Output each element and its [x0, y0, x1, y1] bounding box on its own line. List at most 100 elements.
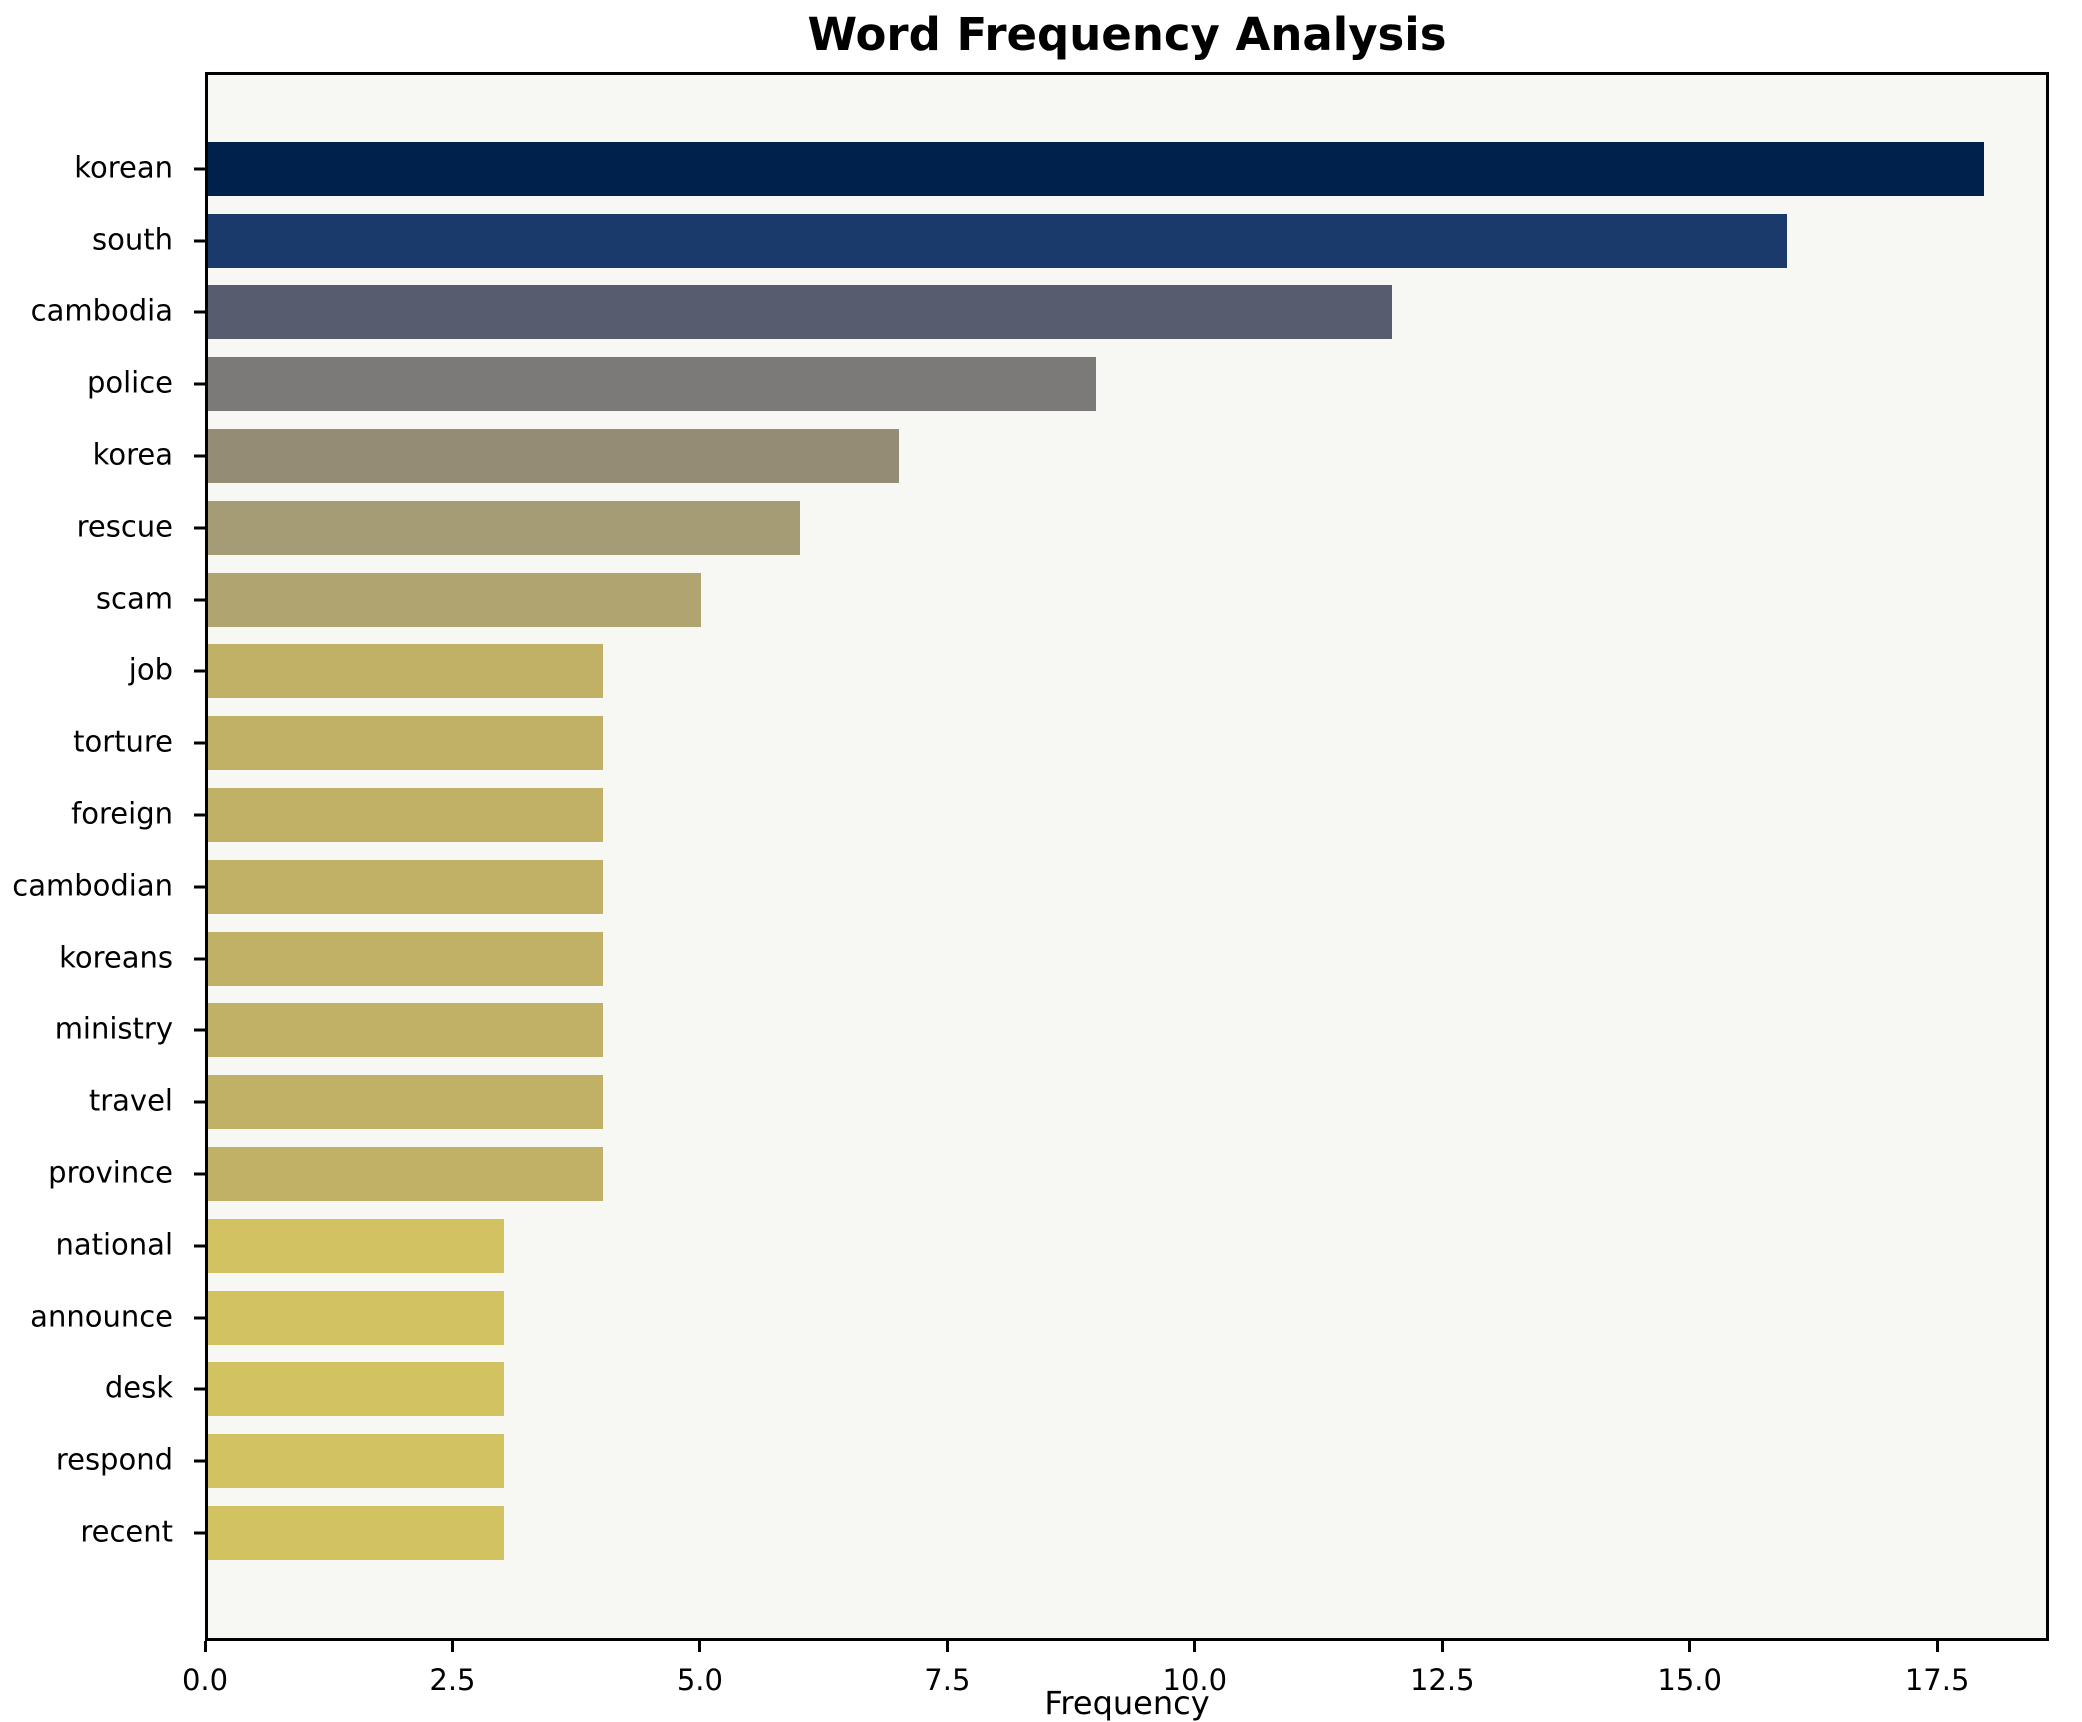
bar-korean — [208, 141, 1984, 196]
y-tick-label-job: job — [128, 653, 173, 688]
bar-desk — [208, 1362, 504, 1417]
y-tick-mark — [194, 741, 205, 745]
bar-row — [208, 995, 2046, 1067]
bar-travel — [208, 1075, 603, 1130]
y-tick-label-torture: torture — [73, 724, 173, 759]
y-tick-label-police: police — [86, 365, 173, 400]
y-tick-mark — [194, 526, 205, 530]
y-tick-label-south: south — [92, 222, 173, 257]
bar-announce — [208, 1290, 504, 1345]
bar-cambodian — [208, 859, 603, 914]
chart-title: Word Frequency Analysis — [807, 8, 1447, 61]
bar-row — [208, 1210, 2046, 1282]
y-tick-row: respond — [0, 1425, 205, 1497]
y-tick-row: torture — [0, 707, 205, 779]
y-tick-mark — [194, 885, 205, 889]
bar-row — [208, 492, 2046, 564]
bars — [208, 75, 2046, 1638]
x-tick-label-10.0: 10.0 — [1162, 1663, 1228, 1697]
y-axis-labels: korean south cambodia police korea rescue scam… — [0, 72, 205, 1641]
y-tick-row: korean — [0, 133, 205, 205]
y-tick-row: rescue — [0, 492, 205, 564]
bar-cambodia — [208, 285, 1392, 340]
y-tick-row: job — [0, 636, 205, 708]
x-tick-mark — [1688, 1641, 1692, 1652]
bar-row — [208, 1354, 2046, 1426]
y-tick-mark — [194, 1172, 205, 1176]
bar-police — [208, 357, 1096, 412]
y-tick-row: desk — [0, 1354, 205, 1426]
x-tick-label-5.0: 5.0 — [676, 1663, 723, 1697]
bar-row — [208, 851, 2046, 923]
y-tick-label-koreans: koreans — [59, 940, 173, 975]
bar-korea — [208, 429, 899, 484]
bar-row — [208, 348, 2046, 420]
x-tick-label-12.5: 12.5 — [1409, 1663, 1475, 1697]
y-tick-row: koreans — [0, 923, 205, 995]
y-tick-mark — [194, 1387, 205, 1391]
x-tick-label-7.5: 7.5 — [924, 1663, 971, 1697]
y-tick-label-scam: scam — [95, 581, 173, 616]
y-tick-label-korean: korean — [74, 150, 173, 185]
y-tick-mark — [194, 454, 205, 458]
y-tick-row: province — [0, 1138, 205, 1210]
bar-row — [208, 1282, 2046, 1354]
y-tick-row: scam — [0, 564, 205, 636]
bar-job — [208, 644, 603, 699]
y-tick-row: travel — [0, 1066, 205, 1138]
y-tick-row: cambodian — [0, 851, 205, 923]
y-tick-label-cambodian: cambodian — [12, 868, 173, 903]
y-tick-mark — [194, 1531, 205, 1535]
y-tick-mark — [194, 813, 205, 817]
y-tick-mark — [194, 239, 205, 243]
y-tick-label-announce: announce — [30, 1299, 173, 1334]
y-tick-row: foreign — [0, 779, 205, 851]
y-tick-mark — [194, 310, 205, 314]
bar-torture — [208, 716, 603, 771]
y-tick-row: cambodia — [0, 277, 205, 349]
bar-respond — [208, 1434, 504, 1489]
y-tick-mark — [194, 598, 205, 602]
bar-row — [208, 205, 2046, 277]
bar-scam — [208, 572, 702, 627]
y-tick-row: recent — [0, 1497, 205, 1569]
y-tick-label-national: national — [55, 1227, 173, 1262]
y-tick-label-rescue: rescue — [76, 509, 173, 544]
bar-recent — [208, 1506, 504, 1561]
x-tick-mark — [698, 1641, 702, 1652]
y-tick-label-korea: korea — [92, 437, 173, 472]
y-tick-label-travel: travel — [88, 1083, 173, 1118]
bar-row — [208, 133, 2046, 205]
x-tick-mark — [945, 1641, 949, 1652]
bar-row — [208, 1138, 2046, 1210]
x-tick-mark — [1935, 1641, 1939, 1652]
y-tick-label-ministry: ministry — [54, 1012, 173, 1047]
y-tick-mark — [194, 1244, 205, 1248]
y-tick-row: south — [0, 205, 205, 277]
bar-ministry — [208, 1003, 603, 1058]
x-tick-label-0.0: 0.0 — [181, 1663, 229, 1697]
bar-province — [208, 1147, 603, 1202]
y-tick-label-cambodia: cambodia — [30, 294, 173, 329]
y-tick-label-province: province — [48, 1155, 173, 1190]
bar-foreign — [208, 788, 603, 843]
y-tick-mark — [194, 1459, 205, 1463]
bar-row — [208, 923, 2046, 995]
x-tick-mark — [203, 1641, 207, 1652]
bar-row — [208, 277, 2046, 349]
y-tick-mark — [194, 1316, 205, 1320]
y-tick-label-desk: desk — [104, 1371, 173, 1406]
y-tick-row: ministry — [0, 995, 205, 1067]
bar-rescue — [208, 500, 800, 555]
bar-row — [208, 1497, 2046, 1569]
plot-area — [205, 72, 2049, 1641]
bar-row — [208, 1425, 2046, 1497]
x-axis-title: Frequency — [1044, 1684, 1210, 1722]
bar-row — [208, 779, 2046, 851]
bar-row — [208, 1066, 2046, 1138]
y-tick-mark — [194, 957, 205, 961]
bar-national — [208, 1218, 504, 1273]
x-tick-mark — [1440, 1641, 1444, 1652]
y-tick-label-foreign: foreign — [71, 796, 173, 831]
